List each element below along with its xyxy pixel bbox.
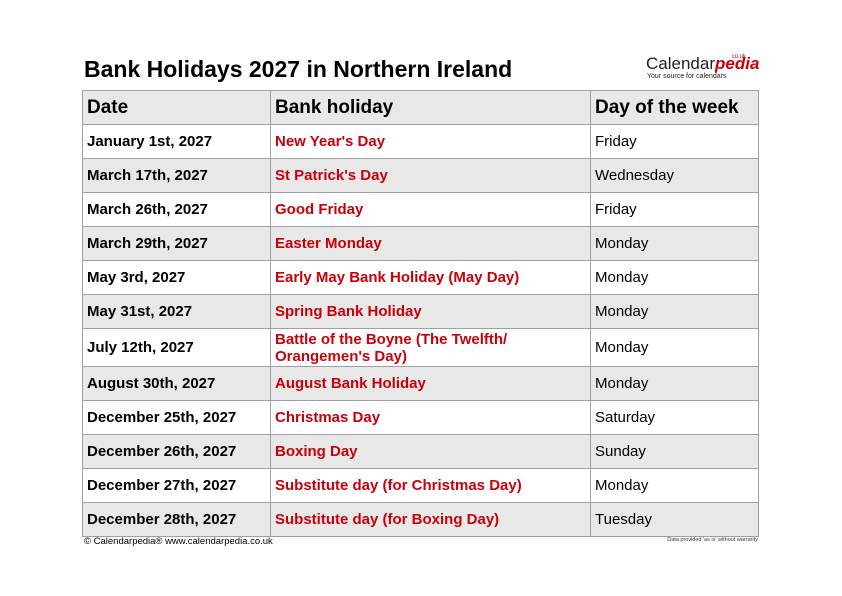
weekday-cell: Saturday	[590, 400, 759, 435]
holiday-name-cell: Easter Monday	[270, 226, 591, 261]
weekday-cell: Wednesday	[590, 158, 759, 193]
weekday-cell: Monday	[590, 366, 759, 401]
table-row: December 25th, 2027 Christmas Day Saturd…	[82, 400, 759, 435]
weekday-cell: Friday	[590, 124, 759, 159]
logo-text-main: Calendar	[646, 54, 715, 73]
weekday-cell: Monday	[590, 294, 759, 329]
holiday-name-cell: Boxing Day	[270, 434, 591, 469]
holiday-name-cell: August Bank Holiday	[270, 366, 591, 401]
weekday-cell: Monday	[590, 260, 759, 295]
date-cell: March 17th, 2027	[82, 158, 271, 193]
weekday-cell: Friday	[590, 192, 759, 227]
header-bank-holiday: Bank holiday	[270, 90, 591, 125]
header-day-of-week: Day of the week	[590, 90, 759, 125]
holiday-name-cell: Early May Bank Holiday (May Day)	[270, 260, 591, 295]
table-row: August 30th, 2027 August Bank Holiday Mo…	[82, 366, 759, 401]
bank-holiday-table: Date Bank holiday Day of the week Januar…	[82, 90, 759, 537]
holiday-name-cell: Battle of the Boyne (The Twelfth/ Orange…	[270, 328, 591, 367]
holiday-name-cell: St Patrick's Day	[270, 158, 591, 193]
footer-disclaimer: Data provided 'as is' without warranty	[667, 537, 758, 543]
holiday-name-cell: Substitute day (for Christmas Day)	[270, 468, 591, 503]
logo-wordmark: Calendarpedia	[646, 54, 759, 74]
table-row: May 31st, 2027 Spring Bank Holiday Monda…	[82, 294, 759, 329]
header-date: Date	[82, 90, 271, 125]
holiday-name-cell: Good Friday	[270, 192, 591, 227]
weekday-cell: Tuesday	[590, 502, 759, 537]
date-cell: March 26th, 2027	[82, 192, 271, 227]
date-cell: July 12th, 2027	[82, 328, 271, 367]
holiday-name-cell: Spring Bank Holiday	[270, 294, 591, 329]
date-cell: March 29th, 2027	[82, 226, 271, 261]
table-row: December 28th, 2027 Substitute day (for …	[82, 502, 759, 537]
date-cell: December 26th, 2027	[82, 434, 271, 469]
date-cell: December 27th, 2027	[82, 468, 271, 503]
footer-copyright: © Calendarpedia® www.calendarpedia.co.uk	[84, 536, 273, 547]
weekday-cell: Monday	[590, 468, 759, 503]
date-cell: May 31st, 2027	[82, 294, 271, 329]
date-cell: May 3rd, 2027	[82, 260, 271, 295]
table-row: December 26th, 2027 Boxing Day Sunday	[82, 434, 759, 469]
holiday-name-cell: New Year's Day	[270, 124, 591, 159]
logo-domain-suffix: co.uk	[731, 54, 746, 60]
calendarpedia-logo[interactable]: Calendarpedia co.uk Your source for cale…	[646, 54, 760, 84]
table-row: July 12th, 2027 Battle of the Boyne (The…	[82, 328, 759, 367]
table-row: January 1st, 2027 New Year's Day Friday	[82, 124, 759, 159]
table-row: May 3rd, 2027 Early May Bank Holiday (Ma…	[82, 260, 759, 295]
table-row: December 27th, 2027 Substitute day (for …	[82, 468, 759, 503]
date-cell: December 28th, 2027	[82, 502, 271, 537]
table-row: March 26th, 2027 Good Friday Friday	[82, 192, 759, 227]
logo-text-accent: pedia	[715, 54, 760, 73]
table-row: March 17th, 2027 St Patrick's Day Wednes…	[82, 158, 759, 193]
holiday-name-cell: Substitute day (for Boxing Day)	[270, 502, 591, 537]
weekday-cell: Sunday	[590, 434, 759, 469]
table-header-row: Date Bank holiday Day of the week	[82, 90, 759, 125]
date-cell: August 30th, 2027	[82, 366, 271, 401]
weekday-cell: Monday	[590, 226, 759, 261]
table-row: March 29th, 2027 Easter Monday Monday	[82, 226, 759, 261]
weekday-cell: Monday	[590, 328, 759, 367]
date-cell: January 1st, 2027	[82, 124, 271, 159]
date-cell: December 25th, 2027	[82, 400, 271, 435]
logo-tagline: Your source for calendars	[647, 73, 727, 80]
holiday-name-cell: Christmas Day	[270, 400, 591, 435]
page-title: Bank Holidays 2027 in Northern Ireland	[84, 56, 513, 82]
